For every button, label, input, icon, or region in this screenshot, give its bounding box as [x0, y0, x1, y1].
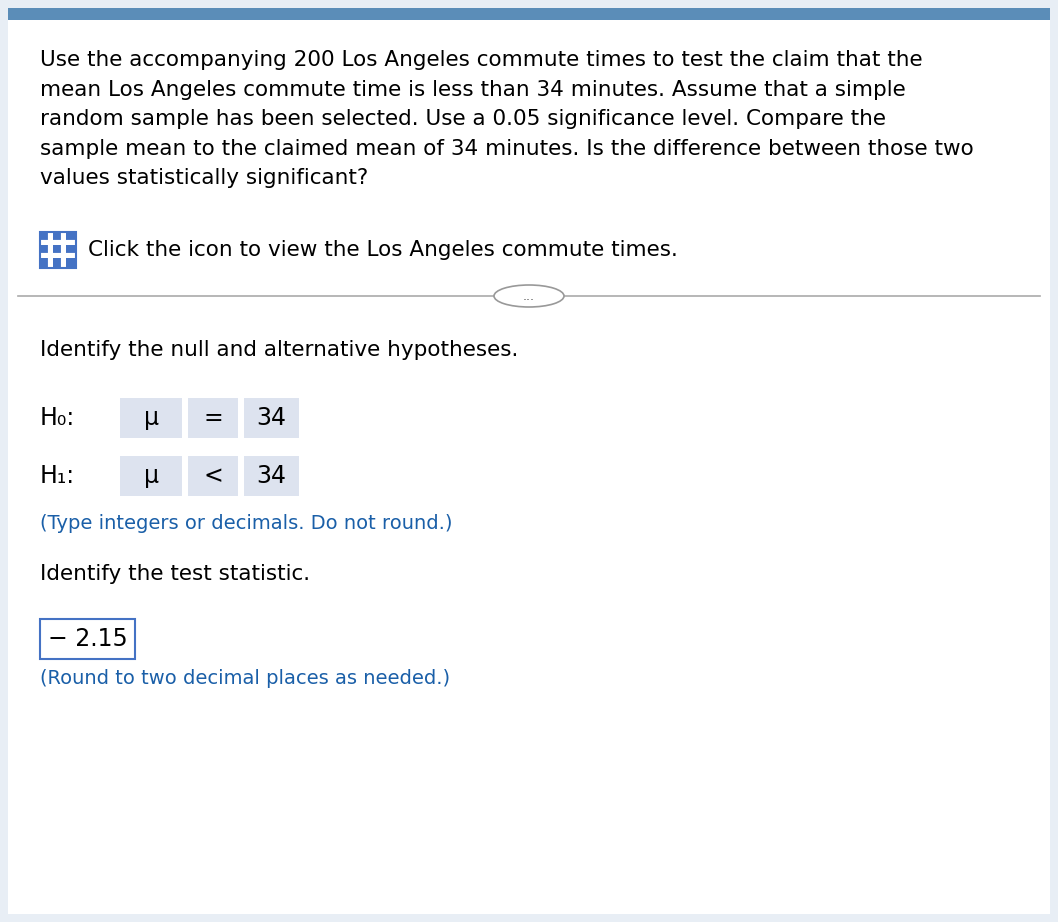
FancyBboxPatch shape [53, 232, 63, 242]
FancyBboxPatch shape [66, 245, 76, 255]
Text: Identify the null and alternative hypotheses.: Identify the null and alternative hypoth… [40, 340, 518, 360]
FancyBboxPatch shape [53, 245, 63, 255]
Text: − 2.15: − 2.15 [48, 627, 127, 651]
FancyBboxPatch shape [40, 619, 135, 659]
Text: ...: ... [523, 290, 535, 302]
Text: (Type integers or decimals. Do not round.): (Type integers or decimals. Do not round… [40, 514, 453, 533]
FancyBboxPatch shape [8, 8, 1050, 20]
Text: (Round to two decimal places as needed.): (Round to two decimal places as needed.) [40, 669, 450, 688]
FancyBboxPatch shape [188, 398, 238, 438]
Text: H₁:: H₁: [40, 464, 75, 488]
FancyBboxPatch shape [120, 456, 182, 496]
Text: 34: 34 [256, 406, 287, 430]
Text: μ: μ [144, 464, 159, 488]
Text: μ: μ [144, 406, 159, 430]
FancyBboxPatch shape [120, 398, 182, 438]
FancyBboxPatch shape [244, 456, 299, 496]
Text: Identify the test statistic.: Identify the test statistic. [40, 564, 310, 584]
Text: 34: 34 [256, 464, 287, 488]
FancyBboxPatch shape [66, 232, 76, 242]
FancyBboxPatch shape [53, 258, 63, 268]
FancyBboxPatch shape [188, 456, 238, 496]
FancyBboxPatch shape [40, 245, 50, 255]
Text: H₀:: H₀: [40, 406, 75, 430]
Text: Use the accompanying 200 Los Angeles commute times to test the claim that the
me: Use the accompanying 200 Los Angeles com… [40, 50, 973, 188]
FancyBboxPatch shape [8, 8, 1050, 914]
Text: <: < [203, 464, 223, 488]
FancyBboxPatch shape [40, 258, 50, 268]
Text: =: = [203, 406, 223, 430]
FancyBboxPatch shape [244, 398, 299, 438]
FancyBboxPatch shape [40, 232, 50, 242]
FancyBboxPatch shape [66, 258, 76, 268]
Text: Click the icon to view the Los Angeles commute times.: Click the icon to view the Los Angeles c… [88, 240, 678, 260]
Ellipse shape [494, 285, 564, 307]
